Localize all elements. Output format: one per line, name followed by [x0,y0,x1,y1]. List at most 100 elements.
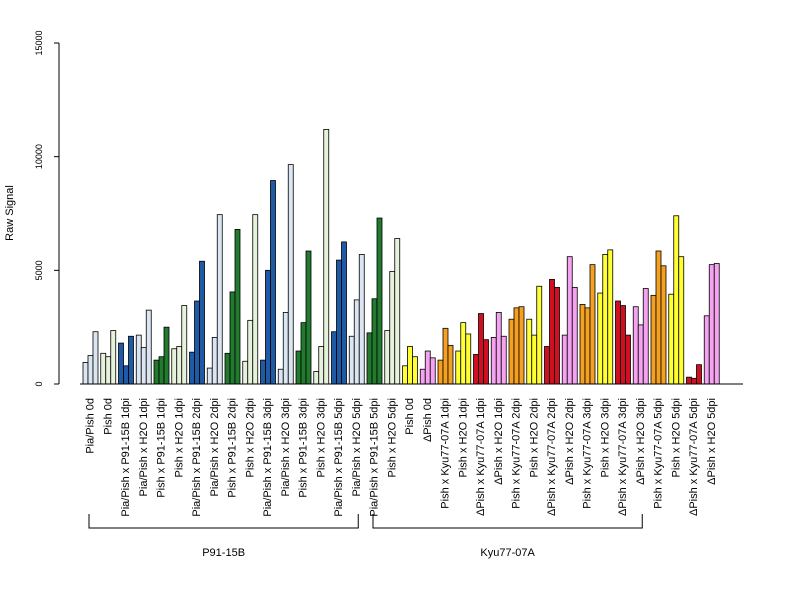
bar [348,335,355,385]
x-tick-label: ΔPish x Kyu77-07A 3dpi [617,398,629,516]
bar [123,365,129,385]
bar [371,298,378,385]
bar [561,334,568,385]
group-bracket [372,514,643,529]
bar [384,330,391,385]
bar [336,259,342,385]
bar [270,180,276,385]
bar [412,356,418,385]
bar [242,360,249,385]
bar [447,344,454,385]
bar [176,346,183,385]
bar [536,285,543,385]
y-axis-title: Raw Signal [4,185,16,241]
x-tick-label: ΔPish x H2O 2dpi [564,398,576,485]
bar [579,304,586,385]
bar [158,356,165,385]
x-tick-label: ΔPish x Kyu77-07A 2dpi [546,398,558,516]
bar [589,264,596,385]
y-axis: 0 5000 10000 15000 [34,30,60,387]
bar [625,334,631,385]
x-tick-label: ΔPish x H2O 1dpi [493,398,505,485]
group-label: Kyu77-07A [480,547,535,559]
x-tick-label: Pish x Kyu77-07A 2dpi [511,398,523,509]
bar [478,313,484,385]
bar [660,265,667,385]
x-tick-label: Pia/Pish x P91-15B 2dpi [191,398,203,517]
bar [234,229,241,385]
x-tick-label: Pish 0d [404,398,416,435]
bar [544,346,550,385]
x-tick-label: Pia/Pish x H2O 2dpi [209,398,221,496]
bar [473,354,479,385]
bar [495,311,502,385]
bar [402,365,408,385]
bar [82,362,89,385]
bar [668,293,675,385]
bar [199,260,205,385]
x-tick-label: ΔPish x Kyu77-07A 1dpi [475,398,487,516]
group-label: P91-15B [202,547,245,559]
bar [300,322,307,385]
bar [110,330,117,385]
bar [500,335,507,385]
bar [260,359,266,385]
bar [376,217,383,385]
bar [277,368,284,385]
bar [341,241,347,385]
bar [437,359,444,385]
bar [513,307,520,385]
bar [252,214,259,385]
x-tick-label: Pia/Pish x P91-15B 5dpi [333,398,345,517]
x-tick-label: Pish x Kyu77-07A 5dpi [653,398,665,509]
x-tick-label: Pish x P91-15B 3dpi [298,398,310,498]
x-tick-label: Pia/Pish x H2O 1dpi [138,398,150,496]
bar [247,319,254,385]
bar [145,309,152,385]
x-tick-labels: Pia/Pish 0d Pish 0d Pia/Pish x P91-15B 1dp… [85,398,718,517]
bar [615,300,621,385]
bar [465,333,472,385]
bar [703,315,710,385]
bar [713,263,720,385]
bar [549,279,555,385]
x-tick-label: Pish x H2O 5dpi [670,398,682,477]
bar [602,254,609,385]
bar [353,299,360,385]
x-tick-label: Pish x H2O 1dpi [457,398,469,477]
bar [323,128,330,385]
x-tick-label: ΔPish 0d [422,398,434,442]
x-tick-label: Pish x H2O 1dpi [173,398,185,477]
bar [429,357,436,385]
bar [265,269,271,385]
bar [331,331,337,385]
bar [650,294,657,385]
bar [655,250,662,385]
x-tick-label: Pish x Kyu77-07A 1dpi [440,398,452,509]
bar [419,368,426,385]
y-tick-label: 0 [34,381,44,386]
bar [163,326,170,385]
bar [118,342,124,385]
x-tick-label: Pish x H2O 5dpi [386,398,398,477]
bar [597,292,604,385]
bar [673,215,680,385]
x-tick-label: Pia/Pish x P91-15B 1dpi [120,398,132,517]
x-tick-label: Pish 0d [102,398,114,435]
y-tick-label: 15000 [34,30,44,55]
bar [620,305,626,385]
bar [490,336,497,385]
bar [211,336,218,385]
bar [518,306,525,385]
bar [455,350,462,385]
y-tick-label: 10000 [34,144,44,169]
x-tick-label: Pia/Pish x H2O 3dpi [280,398,292,496]
bar [407,346,413,385]
bar [394,238,401,385]
bar [229,291,236,385]
x-tick-label: Pia/Pish x H2O 5dpi [351,398,363,496]
bar [358,254,365,385]
bar [424,350,431,385]
bar [100,352,107,385]
